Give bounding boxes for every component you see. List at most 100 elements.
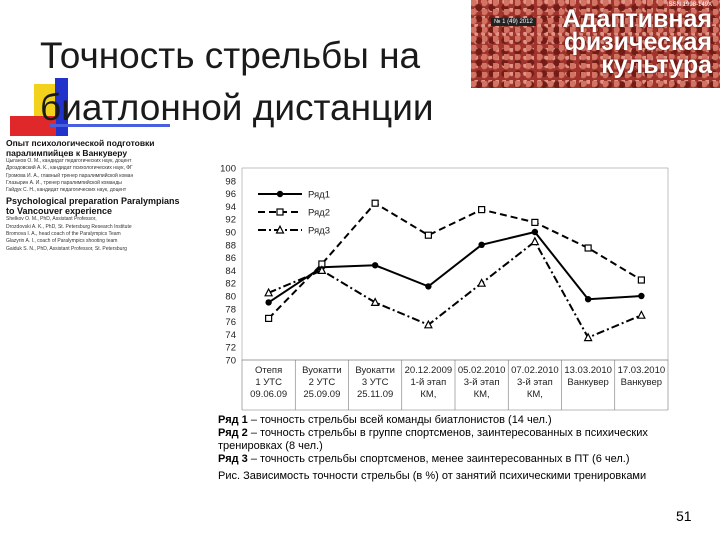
y-tick-label: 70 xyxy=(225,356,236,367)
series-1-point xyxy=(478,241,485,248)
legend-marker-3 xyxy=(275,224,285,234)
y-tick-label: 82 xyxy=(225,279,236,290)
article-author-ru-2: Дроздовский А. К., кандидат психологичес… xyxy=(6,165,133,172)
cover-title-line1: Адаптивная xyxy=(562,5,713,33)
legend-label-1: Ряд1 xyxy=(308,190,330,201)
cover-texture xyxy=(471,0,720,88)
caption-row2-name: Ряд 2 xyxy=(218,427,248,439)
series-1-point xyxy=(584,296,592,303)
chart-legend: Ряд1 Ряд2 Ряд3 xyxy=(258,190,330,237)
article-author-en-5: Gaiduk S. N., PhD, Assistant Professor, … xyxy=(6,245,127,252)
legend-label-3: Ряд3 xyxy=(308,226,330,237)
x-tick-label: КМ, xyxy=(474,389,490,400)
x-tick-label: 3-й этап xyxy=(517,377,553,388)
x-tick-label: 17.03.2010 xyxy=(618,365,666,376)
series-3-point xyxy=(423,319,433,329)
cover-title-line3: культура xyxy=(601,51,712,79)
cover-issn: ISSN 1998-149X xyxy=(666,2,712,8)
magazine-cover: ISSN 1998-149X № 1 (49) 2012 Адаптивная … xyxy=(471,0,720,88)
y-tick-label: 74 xyxy=(225,330,236,341)
x-tick-label: 2 УТС xyxy=(309,377,336,388)
cover-title-line2: физическая xyxy=(563,28,712,56)
series-3-point xyxy=(317,265,327,275)
x-tick-label: 13.03.2010 xyxy=(564,365,612,376)
series-line-3 xyxy=(268,240,642,339)
article-author-en-3: Bromova I. A., head coach of the Paralym… xyxy=(6,231,121,238)
series-3-point xyxy=(530,236,540,246)
series-1-point xyxy=(638,292,645,300)
article-author-en-4: Glazyrin A. I., coach of Paralympics sho… xyxy=(6,238,118,245)
x-tick-label: 05.02.2010 xyxy=(458,365,506,376)
x-tick-label: 3 УТС xyxy=(362,377,389,388)
y-tick-label: 96 xyxy=(225,189,236,200)
x-tick-label: 07.02.2010 xyxy=(511,365,559,376)
article-heading-ru: Опыт психологической подготовки паралимп… xyxy=(6,138,155,158)
decor-bar-blue-vertical xyxy=(55,78,68,136)
x-tick-label: Отепя xyxy=(255,365,282,376)
caption-row1-name: Ряд 1 xyxy=(218,414,248,426)
series-layer xyxy=(264,199,646,342)
caption-row1-text: – точность стрельбы всей команды биатлон… xyxy=(247,414,552,426)
series-1-point xyxy=(531,228,539,236)
series-2-point xyxy=(584,244,592,252)
article-author-ru-3: Громова И. А., главный тренер паралимпий… xyxy=(6,172,134,179)
cover-title: Адаптивная физическая культура xyxy=(562,5,713,79)
series-2-point xyxy=(424,231,432,239)
series-3-point xyxy=(264,287,274,297)
x-tick-label: 1 УТС xyxy=(255,377,282,388)
figure-caption: Ряд 1 – точность стрельбы всей команды б… xyxy=(218,414,688,483)
y-tick-label: 92 xyxy=(225,215,236,226)
series-2-point xyxy=(265,314,273,322)
article-author-en-2: Drozdovski A. K., PhD, St. Petersburg Re… xyxy=(6,223,132,230)
article-author-ru-5: Гайдук С. Н., кандидат педагогических на… xyxy=(6,187,127,194)
series-1-point xyxy=(425,283,432,290)
y-tick-label: 80 xyxy=(225,292,236,303)
series-2-point xyxy=(531,218,539,227)
series-3-point xyxy=(583,332,593,342)
decor-bar-red xyxy=(10,116,56,136)
x-tick-label: 20.12.2009 xyxy=(405,365,453,376)
x-tick-label: 25.11.09 xyxy=(357,389,393,400)
series-1-point xyxy=(265,299,272,306)
article-author-ru-1: Цыганов О. М., кандидат педагогических н… xyxy=(6,158,132,164)
x-tick-label: 09.06.09 xyxy=(250,389,287,400)
x-tick-label: Вуокатти xyxy=(302,365,342,376)
series-2-point xyxy=(371,199,379,207)
y-tick-label: 88 xyxy=(225,240,236,251)
series-3-point xyxy=(477,278,487,287)
series-1-point xyxy=(371,262,379,269)
caption-row2: Ряд 2 – точность стрельбы в группе спорт… xyxy=(218,427,688,453)
y-tick-label: 76 xyxy=(225,317,236,328)
legend-marker-2 xyxy=(276,208,284,216)
article-heading-en: Psychological preparation Paralympians t… xyxy=(6,196,180,217)
series-line-1 xyxy=(268,230,642,304)
x-tick-label: 1-й этап xyxy=(411,377,447,388)
decor-bar-blue-horizontal xyxy=(50,124,170,127)
y-tick-label: 72 xyxy=(225,343,236,354)
series-3-point xyxy=(636,310,646,319)
legend-marker-1 xyxy=(276,190,284,198)
caption-row1: Ряд 1 – точность стрельбы всей команды б… xyxy=(218,414,688,427)
caption-row3-name: Ряд 3 xyxy=(218,453,248,465)
series-2-point xyxy=(478,205,486,214)
x-tick-label: Ванкувер xyxy=(621,377,662,388)
caption-row3: Ряд 3 – точность стрельбы спортсменов, м… xyxy=(218,453,688,466)
y-tick-label: 84 xyxy=(225,266,236,277)
y-tick-label: 94 xyxy=(225,202,236,213)
series-2-point xyxy=(637,276,645,284)
y-tick-label: 78 xyxy=(225,304,236,315)
x-tick-label: КМ, xyxy=(420,389,436,400)
cover-issue: № 1 (49) 2012 xyxy=(491,18,536,26)
caption-row2-text: – точность стрельбы в группе спортсменов… xyxy=(218,427,648,452)
slide-number: 51 xyxy=(676,508,692,524)
series-line-2 xyxy=(267,201,642,320)
article-author-en-1: Shelkov O. M., PhD, Assistant Professor, xyxy=(6,216,97,223)
x-tick-label: КМ, xyxy=(527,389,543,400)
y-tick-label: 98 xyxy=(225,176,236,187)
y-tick-label: 90 xyxy=(225,228,236,239)
legend-label-2: Ряд2 xyxy=(308,208,330,219)
x-tick-label: 25.09.09 xyxy=(303,389,340,400)
slide-title: Точность стрельбы на биатлонной дистанци… xyxy=(40,35,434,128)
